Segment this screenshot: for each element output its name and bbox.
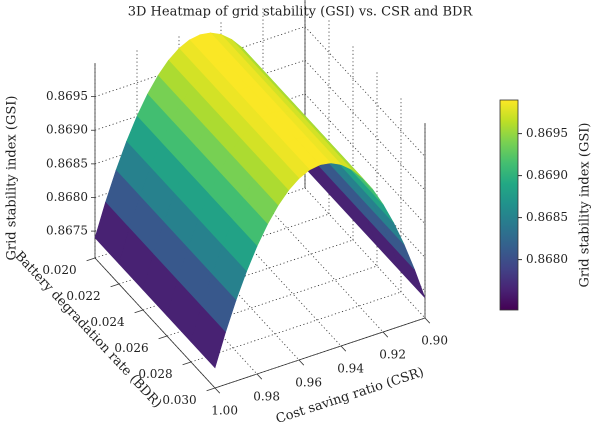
z-tick-label: 0.8675 [46, 224, 88, 238]
colorbar [500, 100, 518, 310]
z-axis-label: Grid stability index (GSI) [5, 96, 20, 261]
x-tick-label: 1.00 [211, 403, 238, 417]
y-tick [158, 335, 168, 340]
axis-edge [214, 317, 426, 389]
x-tick-label: 0.94 [337, 361, 364, 375]
y-tick-label: 0.030 [162, 393, 196, 407]
x-tick-label: 0.90 [421, 333, 448, 347]
colorbar-tick-label: 0.8690 [526, 168, 568, 182]
y-tick [110, 283, 120, 288]
surface-patch [390, 243, 426, 299]
surface-patch [190, 305, 226, 369]
chart-title: 3D Heatmap of grid stability (GSI) vs. C… [128, 5, 474, 20]
x-tick [214, 387, 221, 394]
y-tick-label: 0.026 [114, 341, 148, 355]
x-tick [340, 345, 347, 352]
z-tick-label: 0.8695 [46, 89, 88, 103]
x-tick [256, 373, 263, 380]
x-tick-label: 0.96 [295, 375, 322, 389]
y-tick-label: 0.020 [42, 263, 76, 277]
x-tick [424, 317, 431, 324]
x-tick [298, 359, 305, 366]
x-tick-label: 0.92 [379, 347, 406, 361]
y-tick [134, 309, 144, 314]
x-tick [382, 331, 389, 338]
colorbar-frame [499, 99, 519, 311]
y-tick [206, 387, 216, 392]
y-tick-label: 0.028 [138, 367, 172, 381]
z-tick-label: 0.8685 [46, 156, 88, 170]
x-tick-label: 0.98 [253, 389, 280, 403]
y-tick [86, 257, 96, 262]
y-tick-label: 0.022 [66, 289, 100, 303]
colorbar-tick-label: 0.8695 [526, 126, 568, 140]
y-tick [182, 361, 192, 366]
y-tick-label: 0.024 [90, 315, 125, 329]
colorbar-label: Grid stability index (GSI) [578, 123, 593, 288]
colorbar-tick-label: 0.8680 [526, 252, 568, 266]
z-tick-label: 0.8690 [46, 123, 88, 137]
axis-edge [94, 257, 216, 389]
z-tick-label: 0.8680 [46, 190, 88, 204]
colorbar-tick-label: 0.8685 [526, 210, 568, 224]
